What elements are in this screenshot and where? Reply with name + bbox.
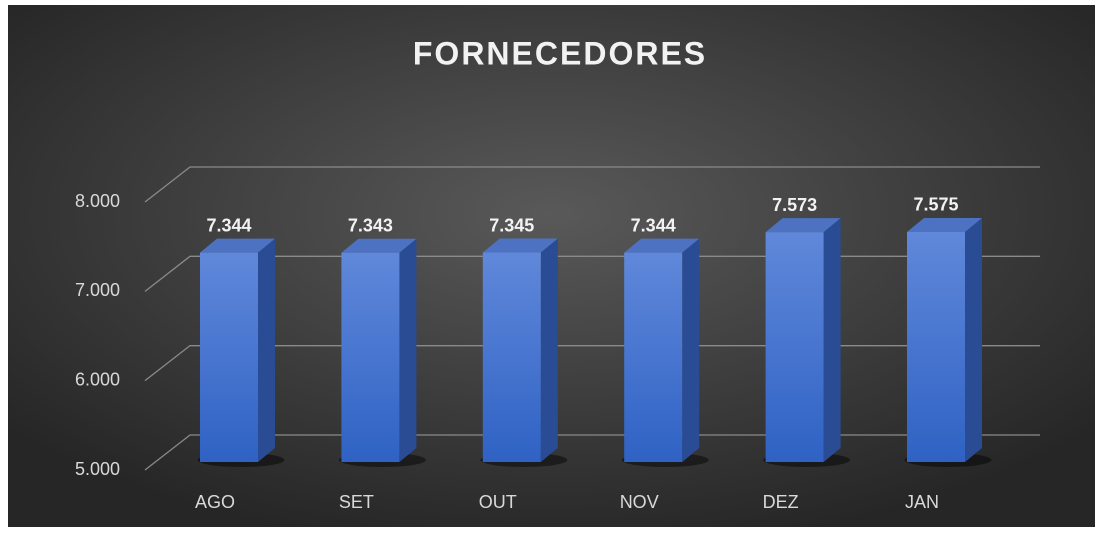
grid-line — [144, 345, 1040, 382]
bar-top — [624, 238, 700, 253]
bar-top — [765, 218, 841, 233]
y-tick-label: 7.000 — [75, 280, 120, 300]
bar-top — [907, 217, 982, 232]
chart-title: FORNECEDORES — [413, 35, 707, 71]
bar-side — [682, 238, 700, 462]
data-label: 7.573 — [772, 195, 817, 215]
grid-line — [144, 166, 1040, 203]
y-tick-label: 6.000 — [75, 369, 120, 389]
y-tick-label: 8.000 — [75, 191, 120, 211]
data-label: 7.345 — [489, 215, 534, 235]
x-tick-label: NOV — [620, 492, 659, 512]
bar-side — [258, 238, 275, 462]
bar — [907, 231, 965, 462]
bar-side — [540, 238, 558, 462]
bar-top — [341, 238, 417, 253]
y-tick-label: 5.000 — [75, 459, 120, 479]
bar — [482, 252, 541, 462]
data-label: 7.343 — [348, 215, 393, 235]
x-tick-label: OUT — [479, 492, 517, 512]
bar-side — [965, 217, 982, 462]
bar — [341, 252, 400, 462]
bar-side — [399, 238, 417, 462]
bar — [624, 252, 683, 462]
bar — [200, 252, 258, 462]
bar — [765, 232, 824, 462]
x-tick-label: DEZ — [763, 492, 799, 512]
x-tick-label: SET — [339, 492, 374, 512]
grid-line — [144, 434, 1040, 471]
bar-top — [482, 238, 558, 253]
bar-side — [823, 218, 841, 462]
x-tick-label: AGO — [195, 492, 235, 512]
bar-top — [200, 238, 275, 253]
data-label: 7.344 — [206, 215, 251, 235]
grid-line — [144, 255, 1040, 292]
data-label: 7.344 — [631, 215, 676, 235]
data-label: 7.575 — [913, 195, 958, 215]
x-tick-label: JAN — [905, 492, 939, 512]
